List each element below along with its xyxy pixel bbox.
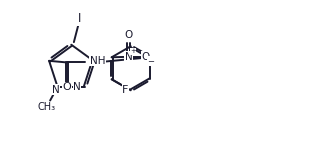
Text: I: I — [78, 12, 81, 25]
Text: −: − — [147, 57, 154, 66]
Text: N: N — [125, 52, 133, 62]
Text: O: O — [141, 52, 149, 62]
Text: N: N — [52, 85, 60, 94]
Text: O: O — [63, 82, 71, 92]
Text: O: O — [124, 30, 133, 40]
Text: F: F — [122, 85, 128, 95]
Text: NH: NH — [90, 56, 105, 66]
Text: CH₃: CH₃ — [38, 102, 56, 112]
Text: N: N — [73, 82, 81, 92]
Text: +: + — [130, 48, 136, 54]
